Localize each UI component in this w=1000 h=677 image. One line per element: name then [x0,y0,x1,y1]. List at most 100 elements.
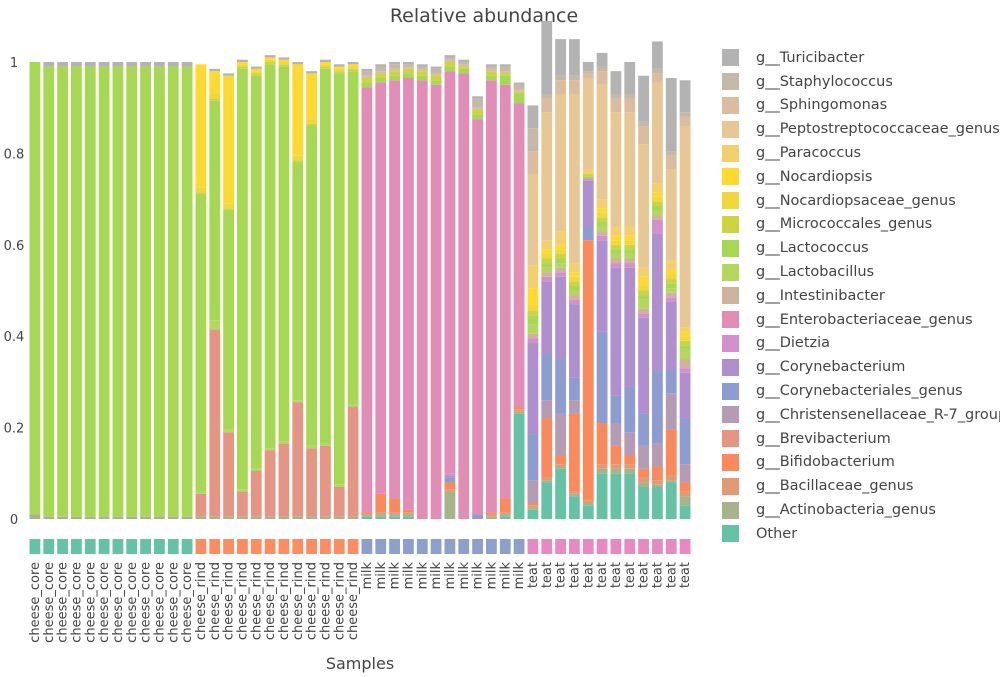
legend-item[interactable]: g__Nocardiopsaceae_genus [722,189,1000,213]
x-tick-label: teat [637,562,652,588]
legend-label: g__Brevibacterium [756,430,891,447]
bar-segment [416,64,428,67]
group-strip-cell [582,539,594,554]
bar-segment [71,516,82,519]
bar-segment [555,466,566,469]
bar-segment [112,516,124,519]
legend-item[interactable]: Other [722,522,1000,546]
x-tick-label: milk [401,562,416,590]
bar-segment [140,62,151,67]
legend-item[interactable]: g__Peptostreptococcaceae_genus [722,117,1000,141]
bar-segment [403,516,414,519]
legend-item[interactable]: g__Nocardiopsis [722,165,1000,189]
bar-segment [458,64,470,67]
legend-item[interactable]: g__Bifidobacterium [722,451,1000,475]
bar-segment [237,516,248,519]
bar-segment [665,301,677,371]
bar-segment [223,203,234,209]
bar-segment [43,62,55,67]
bar-segment [610,395,622,424]
x-tick-label: milk [360,562,375,590]
group-strip-cell [306,539,317,554]
group-strip-cell [361,539,373,554]
bar-segment [679,359,691,369]
bar-segment [652,487,663,519]
x-tick-label: milk [471,562,486,590]
bar-segment [541,20,553,94]
x-tick-label: cheese_core [111,562,126,643]
legend-item[interactable]: g__Turicibacter [722,46,1000,70]
bar-segment [250,75,262,469]
x-tick-label: teat [540,562,555,588]
bar-segment [582,169,594,174]
legend-label: g__Corynebacteriales_genus [756,383,963,400]
bar-segment [624,62,636,94]
legend-item[interactable]: g__Staphylococcus [722,70,1000,94]
x-tick-label: cheese_rind [277,562,292,640]
bar-segment [430,73,442,76]
group-strip-cell [596,539,608,554]
legend-item[interactable]: g__Enterobacteriaceae_genus [722,308,1000,332]
bar-segment [361,514,373,517]
legend-swatch [722,453,739,471]
bar-segment [361,71,373,76]
bar-segment [347,68,359,72]
bar-segment [223,75,234,204]
bar-segment [582,176,594,179]
group-strip-cell [195,539,207,554]
legend-label: g__Sphingomonas [756,97,888,114]
x-tick-label: cheese_core [69,562,84,643]
bar-segment [513,93,525,104]
bar-segment [444,475,456,478]
legend-item[interactable]: g__Lactobacillus [722,260,1000,284]
bar-segment [679,491,691,497]
bar-segment [112,66,124,517]
legend-item[interactable]: g__Intestinibacter [722,284,1000,308]
legend-item[interactable]: g__Lactococcus [722,236,1000,260]
bar-segment [638,295,649,300]
bar-segment [306,123,317,126]
bar-segment [486,71,497,76]
legend-label: g__Dietzia [756,335,831,352]
legend-item[interactable]: g__Brevibacterium [722,427,1000,451]
bar-segment [610,235,622,241]
legend-item[interactable]: g__Corynebacterium [722,355,1000,379]
bar-segment [29,62,41,515]
group-strip-cell [154,539,165,554]
legend-swatch [722,525,739,543]
legend-item[interactable]: g__Bacillaceae_genus [722,474,1000,498]
bar-segment [610,473,622,519]
bar-segment [375,71,387,74]
bar-segment [223,429,234,433]
legend-item[interactable]: g__Paracoccus [722,141,1000,165]
legend-item[interactable]: g__Corynebacteriales_genus [722,379,1000,403]
group-strip-cell [84,539,96,554]
legend-label: g__Actinobacteria_genus [756,502,936,519]
legend-item[interactable]: g__Actinobacteria_genus [722,498,1000,522]
bar-segment [555,249,566,254]
bar-segment [486,516,497,519]
bar-segment [333,66,345,69]
legend-item[interactable]: g__Christensenellaceae_R-7_group [722,403,1000,427]
bar-segment [444,66,456,72]
legend-swatch [722,358,739,376]
legend-swatch [722,287,739,305]
bar-segment [541,354,553,401]
bar-segment [444,57,456,60]
bar-segment [610,71,622,94]
bar-segment [652,484,663,488]
bar-segment [333,73,345,485]
bar-segment [444,491,456,519]
bar-segment [652,219,663,234]
x-tick-label: cheese_core [152,562,167,643]
legend-item[interactable]: g__Micrococcales_genus [722,213,1000,237]
bar-segment [278,443,290,517]
legend-item[interactable]: g__Dietzia [722,332,1000,356]
bar-segment [679,336,691,341]
legend-item[interactable]: g__Sphingomonas [722,94,1000,118]
x-tick-label: cheese_rind [318,562,333,640]
bar-segment [582,503,594,506]
bar-segment [638,308,649,314]
bar-segment [638,75,649,122]
bar-segment [444,489,456,492]
